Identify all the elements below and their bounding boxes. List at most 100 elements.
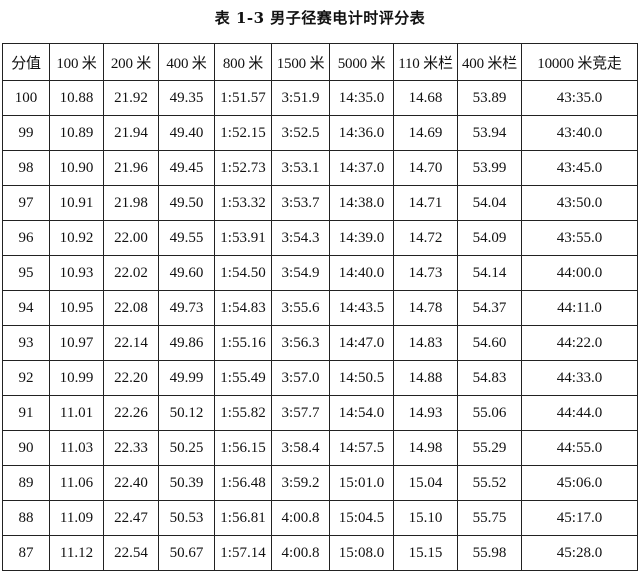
score-cell: 96 [2, 220, 50, 256]
score-cell: 97 [2, 185, 50, 221]
time-cell-110m-hurdles: 14.78 [393, 290, 458, 326]
time-cell-200m: 22.00 [103, 220, 159, 256]
time-cell-100m: 10.88 [49, 80, 104, 116]
time-cell-110m-hurdles: 14.70 [393, 150, 458, 186]
time-cell-1500m: 3:55.6 [271, 290, 330, 326]
score-cell: 94 [2, 290, 50, 326]
time-cell-100m: 10.97 [49, 325, 104, 361]
time-cell-5000m: 14:57.5 [329, 430, 394, 466]
time-cell-200m: 22.47 [103, 500, 159, 536]
time-cell-110m-hurdles: 15.15 [393, 535, 458, 571]
time-cell-10000m-walk: 44:00.0 [521, 255, 638, 291]
time-cell-100m: 10.90 [49, 150, 104, 186]
time-cell-400m: 49.45 [158, 150, 215, 186]
time-cell-200m: 21.92 [103, 80, 159, 116]
table-row: 95 10.93 22.02 49.60 1:54.50 3:54.9 14:40.0 14.… [2, 255, 638, 291]
time-cell-400m: 49.40 [158, 115, 215, 151]
time-cell-400m-hurdles: 53.94 [457, 115, 522, 151]
time-cell-800m: 1:56.48 [214, 465, 272, 501]
time-cell-400m: 50.25 [158, 430, 215, 466]
time-cell-100m: 10.92 [49, 220, 104, 256]
time-cell-400m-hurdles: 54.83 [457, 360, 522, 396]
time-cell-400m: 50.12 [158, 395, 215, 431]
time-cell-400m-hurdles: 54.37 [457, 290, 522, 326]
time-cell-10000m-walk: 45:06.0 [521, 465, 638, 501]
time-cell-5000m: 14:37.0 [329, 150, 394, 186]
time-cell-400m-hurdles: 54.14 [457, 255, 522, 291]
time-cell-800m: 1:53.91 [214, 220, 272, 256]
time-cell-100m: 10.91 [49, 185, 104, 221]
time-cell-400m: 49.60 [158, 255, 215, 291]
time-cell-100m: 10.95 [49, 290, 104, 326]
score-cell: 99 [2, 115, 50, 151]
time-cell-1500m: 3:53.7 [271, 185, 330, 221]
time-cell-400m-hurdles: 54.04 [457, 185, 522, 221]
table-row: 88 11.09 22.47 50.53 1:56.81 4:00.8 15:04.5 15.… [2, 500, 638, 536]
time-cell-400m: 49.73 [158, 290, 215, 326]
table-row: 91 11.01 22.26 50.12 1:55.82 3:57.7 14:54.0 14.… [2, 395, 638, 431]
time-cell-5000m: 14:35.0 [329, 80, 394, 116]
time-cell-200m: 22.40 [103, 465, 159, 501]
time-cell-1500m: 3:57.7 [271, 395, 330, 431]
time-cell-800m: 1:54.83 [214, 290, 272, 326]
time-cell-10000m-walk: 44:55.0 [521, 430, 638, 466]
time-cell-200m: 21.98 [103, 185, 159, 221]
time-cell-800m: 1:51.57 [214, 80, 272, 116]
time-cell-200m: 22.54 [103, 535, 159, 571]
score-cell: 90 [2, 430, 50, 466]
table-row: 97 10.91 21.98 49.50 1:53.32 3:53.7 14:38.0 14.… [2, 185, 638, 221]
time-cell-5000m: 14:39.0 [329, 220, 394, 256]
time-cell-110m-hurdles: 14.71 [393, 185, 458, 221]
time-cell-5000m: 14:40.0 [329, 255, 394, 291]
time-cell-400m-hurdles: 53.99 [457, 150, 522, 186]
table-row: 92 10.99 22.20 49.99 1:55.49 3:57.0 14:50.5 14.… [2, 360, 638, 396]
table-row: 90 11.03 22.33 50.25 1:56.15 3:58.4 14:57.5 14.… [2, 430, 638, 466]
time-cell-5000m: 14:38.0 [329, 185, 394, 221]
time-cell-400m: 49.55 [158, 220, 215, 256]
time-cell-1500m: 3:53.1 [271, 150, 330, 186]
time-cell-110m-hurdles: 15.04 [393, 465, 458, 501]
time-cell-5000m: 14:43.5 [329, 290, 394, 326]
time-cell-10000m-walk: 45:17.0 [521, 500, 638, 536]
time-cell-1500m: 3:56.3 [271, 325, 330, 361]
column-header-800m: 800 米 [214, 43, 272, 81]
time-cell-800m: 1:56.15 [214, 430, 272, 466]
time-cell-400m: 49.99 [158, 360, 215, 396]
time-cell-10000m-walk: 43:45.0 [521, 150, 638, 186]
score-cell: 93 [2, 325, 50, 361]
time-cell-1500m: 3:57.0 [271, 360, 330, 396]
column-header-100m: 100 米 [49, 43, 104, 81]
time-cell-110m-hurdles: 14.72 [393, 220, 458, 256]
time-cell-200m: 22.20 [103, 360, 159, 396]
time-cell-100m: 11.06 [49, 465, 104, 501]
time-cell-1500m: 3:52.5 [271, 115, 330, 151]
time-cell-400m-hurdles: 55.75 [457, 500, 522, 536]
score-cell: 100 [2, 80, 50, 116]
score-table: 分值 100 米 200 米 400 米 800 米 1500 米 5000 米 110 米栏… [2, 43, 638, 571]
time-cell-400m: 49.50 [158, 185, 215, 221]
time-cell-400m-hurdles: 53.89 [457, 80, 522, 116]
table-row: 98 10.90 21.96 49.45 1:52.73 3:53.1 14:37.0 14.… [2, 150, 638, 186]
time-cell-200m: 22.14 [103, 325, 159, 361]
score-cell: 87 [2, 535, 50, 571]
time-cell-400m: 49.86 [158, 325, 215, 361]
column-header-5000m: 5000 米 [329, 43, 394, 81]
time-cell-400m: 50.39 [158, 465, 215, 501]
time-cell-110m-hurdles: 14.93 [393, 395, 458, 431]
time-cell-800m: 1:55.82 [214, 395, 272, 431]
time-cell-10000m-walk: 44:11.0 [521, 290, 638, 326]
time-cell-10000m-walk: 43:55.0 [521, 220, 638, 256]
time-cell-100m: 10.93 [49, 255, 104, 291]
time-cell-110m-hurdles: 14.98 [393, 430, 458, 466]
time-cell-1500m: 3:58.4 [271, 430, 330, 466]
column-header-400m-hurdles: 400 米栏 [457, 43, 522, 81]
score-cell: 95 [2, 255, 50, 291]
time-cell-1500m: 4:00.8 [271, 535, 330, 571]
time-cell-800m: 1:54.50 [214, 255, 272, 291]
time-cell-400m: 49.35 [158, 80, 215, 116]
time-cell-400m: 50.53 [158, 500, 215, 536]
time-cell-100m: 11.09 [49, 500, 104, 536]
time-cell-800m: 1:52.73 [214, 150, 272, 186]
table-row: 99 10.89 21.94 49.40 1:52.15 3:52.5 14:36.0 14.… [2, 115, 638, 151]
time-cell-400m-hurdles: 55.52 [457, 465, 522, 501]
